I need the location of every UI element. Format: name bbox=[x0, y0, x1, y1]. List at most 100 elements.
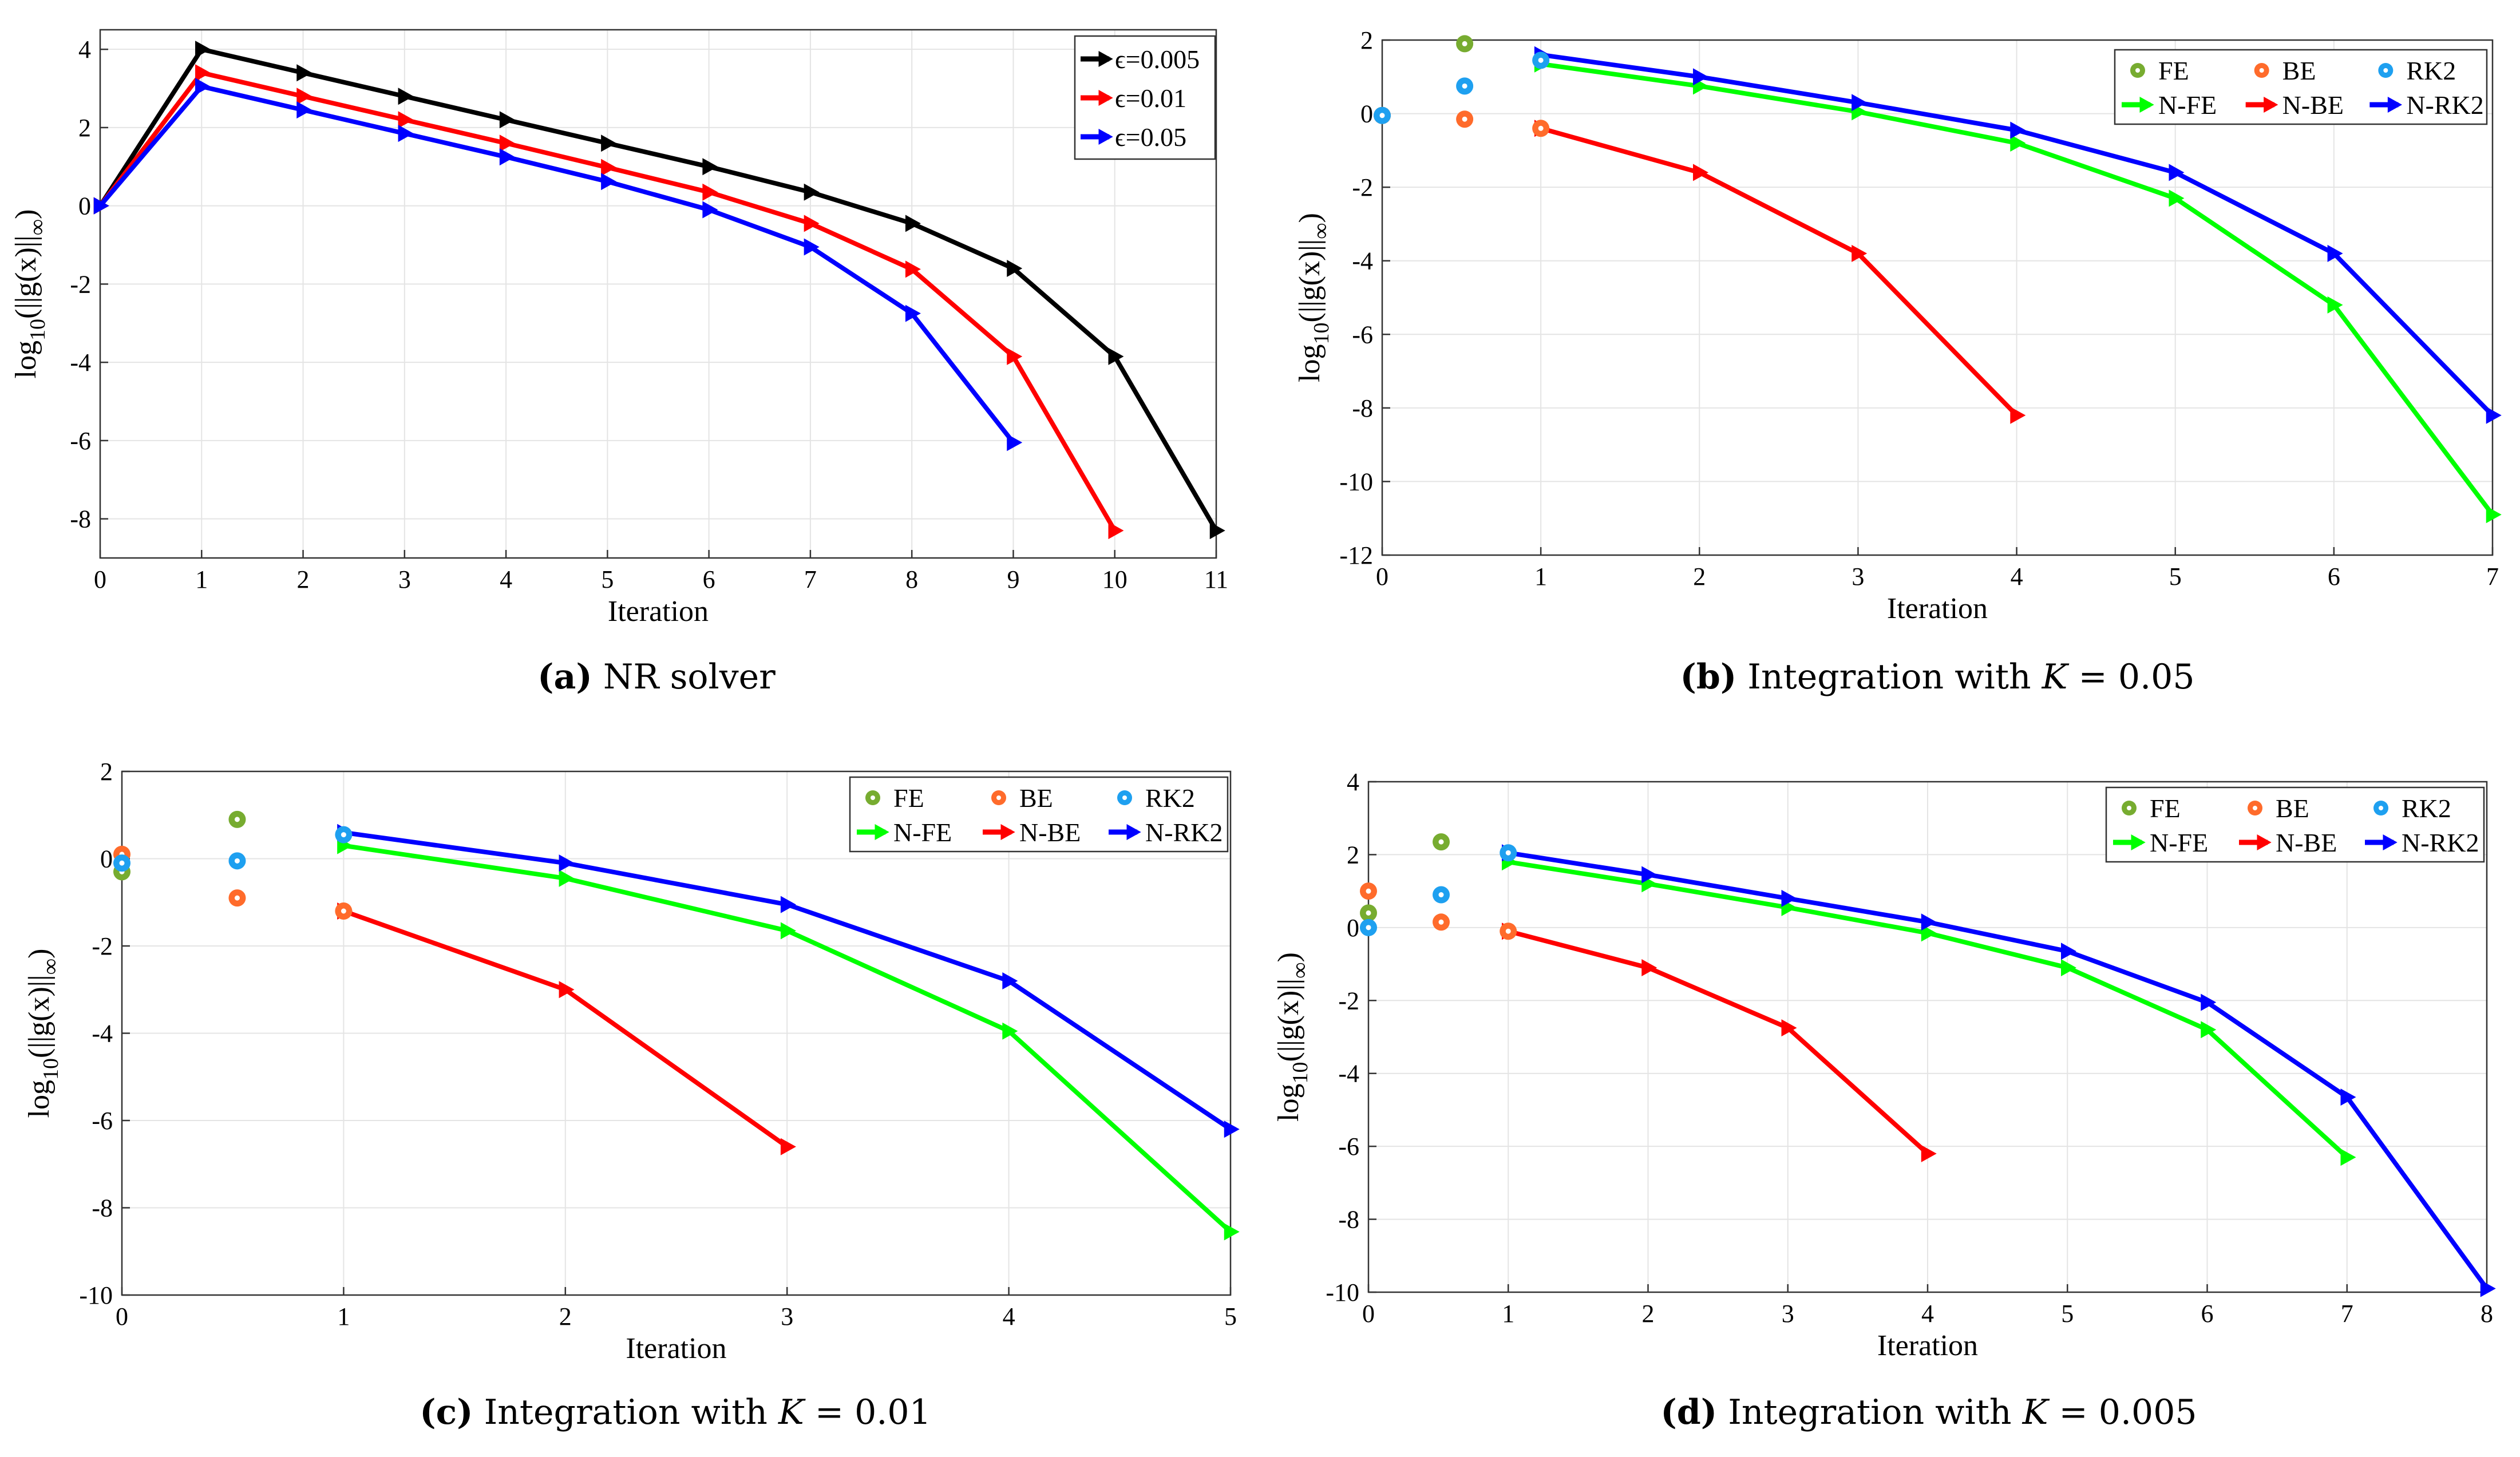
x-axis-label: Iteration bbox=[1887, 592, 1988, 625]
y-tick-label: -8 bbox=[1338, 1206, 1359, 1234]
scatter-RK2 bbox=[1360, 844, 1517, 936]
legend: FE BE RK2 N-FE N-BE N-RK2 bbox=[849, 776, 1229, 853]
x-tick-label: 7 bbox=[804, 565, 817, 593]
series-line bbox=[98, 84, 1015, 444]
data-point bbox=[2061, 959, 2076, 976]
data-point bbox=[905, 260, 921, 278]
data-point bbox=[1781, 889, 1797, 907]
data-point bbox=[2480, 1280, 2496, 1297]
data-point bbox=[398, 125, 414, 142]
legend-marker-center bbox=[996, 795, 1001, 800]
data-point bbox=[1108, 522, 1124, 540]
y-tick-label: -2 bbox=[92, 932, 113, 960]
legend-label: N-RK2 bbox=[1145, 818, 1223, 847]
y-tick-label: -12 bbox=[1339, 541, 1373, 569]
legend-marker bbox=[1126, 824, 1141, 840]
series-ϵ=0.01 bbox=[93, 64, 1124, 540]
data-point bbox=[1852, 94, 1868, 112]
data-point bbox=[559, 869, 575, 887]
y-tick-label: 0 bbox=[1360, 100, 1373, 128]
y-tick-label: 4 bbox=[1347, 768, 1359, 796]
x-tick-label: 7 bbox=[2486, 563, 2499, 591]
legend-marker bbox=[2264, 97, 2278, 113]
series-N-BE bbox=[337, 902, 796, 1155]
x-tick-label: 4 bbox=[500, 565, 512, 593]
y-axis-label: log10(||g(x)||∞) bbox=[1293, 213, 1334, 382]
data-point bbox=[296, 101, 312, 119]
data-point-center bbox=[234, 858, 240, 864]
data-point bbox=[2010, 406, 2026, 424]
x-tick-label: 5 bbox=[1224, 1302, 1237, 1331]
y-tick-label: -2 bbox=[1338, 987, 1359, 1015]
series-N-FE bbox=[1534, 55, 2502, 524]
y-axis-label: log10(||g(x)||∞) bbox=[1272, 952, 1312, 1122]
data-point bbox=[1921, 913, 1937, 931]
data-point bbox=[1002, 972, 1018, 989]
legend-label: BE bbox=[2276, 794, 2309, 823]
y-tick-label: -2 bbox=[1352, 173, 1373, 201]
x-tick-label: 4 bbox=[1003, 1302, 1015, 1331]
y-tick-label: -8 bbox=[1352, 394, 1373, 422]
legend-label: BE bbox=[2282, 56, 2316, 85]
x-axis-label: Iteration bbox=[608, 595, 709, 628]
scatter-RK2 bbox=[1374, 52, 1550, 124]
y-tick-label: -4 bbox=[92, 1020, 113, 1048]
data-point-center bbox=[341, 832, 346, 838]
legend-label: N-FE bbox=[893, 818, 952, 847]
data-point bbox=[296, 88, 312, 105]
data-point-center bbox=[1462, 116, 1467, 122]
data-point bbox=[2327, 296, 2343, 314]
data-point bbox=[398, 111, 414, 129]
y-tick-label: 2 bbox=[78, 114, 91, 142]
data-point bbox=[1007, 347, 1023, 365]
x-tick-label: 2 bbox=[297, 565, 310, 593]
data-point bbox=[702, 201, 718, 219]
x-tick-label: 3 bbox=[1852, 563, 1864, 591]
y-axis-label: log10(||g(x)||∞) bbox=[10, 209, 50, 379]
x-tick-label: 2 bbox=[1642, 1300, 1655, 1328]
y-tick-label: -6 bbox=[92, 1107, 113, 1135]
y-tick-label: -6 bbox=[1338, 1133, 1359, 1161]
data-point bbox=[2201, 1021, 2217, 1039]
legend-marker bbox=[1098, 90, 1113, 106]
legend: FE BE RK2 N-FE N-BE N-RK2 bbox=[2114, 49, 2488, 125]
data-point bbox=[2486, 406, 2502, 424]
legend-label: ϵ=0.01 bbox=[1115, 84, 1186, 113]
x-tick-label: 5 bbox=[601, 565, 614, 593]
data-point bbox=[702, 158, 718, 176]
subplot-c: 0 1 2 3 4 5 -10 -8 -6 -4 -2 0 2 Iteration log10(||g(x)… bbox=[23, 758, 1240, 1432]
legend: FE BE RK2 N-FE N-BE N-RK2 bbox=[2105, 786, 2485, 863]
data-point-center bbox=[1505, 928, 1511, 934]
data-point bbox=[2010, 121, 2026, 139]
data-point bbox=[601, 173, 617, 191]
subplot-caption: (d) Integration with K = 0.005 bbox=[1660, 1392, 2197, 1432]
x-tick-label: 3 bbox=[781, 1302, 793, 1331]
data-point bbox=[804, 215, 820, 232]
y-tick-label: -10 bbox=[1339, 468, 1373, 496]
data-point-center bbox=[1462, 41, 1467, 46]
legend-marker bbox=[1000, 824, 1015, 840]
data-point bbox=[804, 183, 820, 201]
legend-label: RK2 bbox=[2406, 56, 2456, 85]
x-tick-label: 10 bbox=[1102, 565, 1128, 593]
y-tick-label: 0 bbox=[1347, 914, 1359, 942]
data-point bbox=[1921, 924, 1937, 942]
x-tick-label: 1 bbox=[337, 1302, 350, 1331]
data-point bbox=[499, 111, 515, 129]
series-line bbox=[1540, 126, 2019, 417]
series-line bbox=[98, 47, 1219, 532]
data-point bbox=[559, 981, 575, 999]
data-point bbox=[905, 304, 921, 322]
plot-frame bbox=[99, 29, 1217, 559]
y-tick-label: 4 bbox=[78, 35, 91, 64]
y-tick-label: -8 bbox=[92, 1194, 113, 1222]
data-point bbox=[1002, 1022, 1018, 1040]
x-tick-label: 3 bbox=[398, 565, 411, 593]
data-point bbox=[195, 78, 211, 96]
scatter-FE bbox=[113, 810, 246, 881]
x-tick-label: 4 bbox=[1921, 1300, 1934, 1328]
x-tick-label: 6 bbox=[2328, 563, 2340, 591]
x-axis-label: Iteration bbox=[1877, 1329, 1978, 1362]
x-tick-label: 6 bbox=[703, 565, 715, 593]
